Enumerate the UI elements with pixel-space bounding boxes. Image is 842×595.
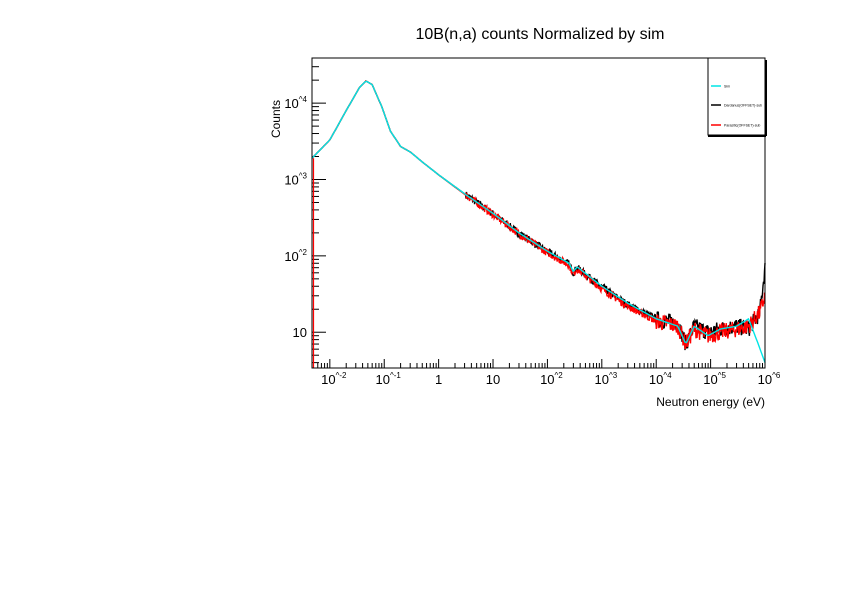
y-tick-label: 10^4 [284, 95, 307, 111]
legend-label: Dardanus(OFFSET)-sub [724, 104, 762, 108]
series-line-2 [311, 80, 766, 350]
x-tick-label: 10^-1 [376, 371, 402, 387]
x-tick-label: 10^4 [649, 371, 672, 387]
legend: Sim Dardanus(OFFSET)-sub Parasitic(OFFSET)… [707, 57, 767, 137]
x-tick-label: 10^2 [540, 371, 563, 387]
y-tick-label: 10^2 [284, 248, 307, 264]
series-line-1 [311, 80, 766, 351]
legend-label: Parasitic(OFFSET)-sub [724, 124, 760, 128]
series-line-0 [311, 80, 766, 363]
x-tick-label: 1 [435, 372, 442, 387]
x-tick-label: 10^6 [758, 371, 781, 387]
legend-label: Sim [724, 85, 730, 89]
x-axis-label: Neutron energy (eV) [656, 395, 765, 409]
plot-area [311, 66, 766, 368]
y-axis-label: Counts [269, 100, 283, 138]
x-tick-label: 10 [486, 372, 500, 387]
x-tick-label: 10^5 [703, 371, 726, 387]
x-tick-label: 10^3 [594, 371, 617, 387]
y-tick-label: 10^3 [284, 171, 307, 187]
y-tick-label: 10 [293, 325, 307, 340]
chart-title: 10B(n,a) counts Normalized by sim [416, 26, 665, 43]
plot-frame [311, 57, 766, 369]
x-tick-label: 10^-2 [321, 371, 347, 387]
